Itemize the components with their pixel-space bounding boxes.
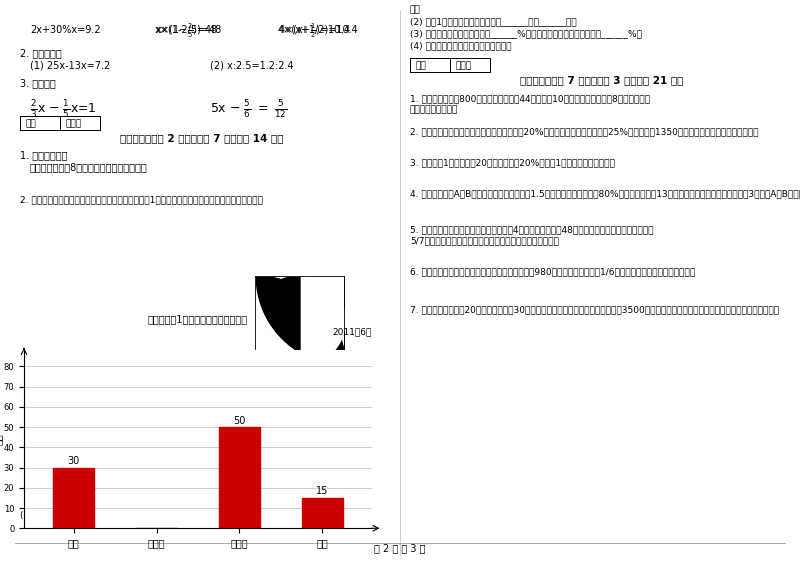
Text: x$\times$(1$-$$\frac{2}{5}$)=48: x$\times$(1$-$$\frac{2}{5}$)=48 xyxy=(155,22,218,40)
Polygon shape xyxy=(254,276,346,366)
Text: (3) 閯红灯的行人数量是汽车的______%，閯红灯的汽车数量是电动车的______%。: (3) 閯红灯的行人数量是汽车的______%，閯红灯的汽车数量是电动车的___… xyxy=(410,29,642,38)
Bar xyxy=(53,468,94,528)
Text: 正方形的边长是8厘米，求阴影部分的面积。: 正方形的边长是8厘米，求阴影部分的面积。 xyxy=(30,162,148,172)
Text: x×(1-2/5)=48: x×(1-2/5)=48 xyxy=(155,25,222,35)
Text: 5x $-$ $\frac{5}{6}$ $=$ $\frac{5}{12}$: 5x $-$ $\frac{5}{6}$ $=$ $\frac{5}{12}$ xyxy=(210,98,287,120)
Text: 4×(x+1/2)=10.4: 4×(x+1/2)=10.4 xyxy=(278,25,358,35)
Text: 1. 衣机厂计划生产800台，平均每天生产44台，生产10天，剩下的任务要抂8天完成，平均: 1. 衣机厂计划生产800台，平均每天生产44台，生产10天，剩下的任务要抂8天… xyxy=(410,94,650,103)
Text: (1) 25x-13x=7.2: (1) 25x-13x=7.2 xyxy=(30,61,110,71)
Polygon shape xyxy=(254,276,346,366)
Text: (2) x:2.5=1.2:2.4: (2) x:2.5=1.2:2.4 xyxy=(210,61,294,71)
Text: 整。: 整。 xyxy=(410,5,421,14)
Text: 3. 六年级（1）班有男生20人，比女生少20%，六（1）班共有学生多少人？: 3. 六年级（1）班有男生20人，比女生少20%，六（1）班共有学生多少人？ xyxy=(410,158,615,167)
Text: $\frac{2}{3}$x $-$ $\frac{1}{5}$x=1: $\frac{2}{3}$x $-$ $\frac{1}{5}$x=1 xyxy=(30,98,97,120)
Text: 4. 甲乙两车分别A、B两地同时相向开出，经过1.5小时，甲车行了全程的80%，乙车超过中点13千米，已知甲车比乙车每小时多行3千米，A、B两地相距多少千米？: 4. 甲乙两车分别A、B两地同时相向开出，经过1.5小时，甲车行了全程的80%，… xyxy=(410,189,800,198)
Text: 得分: 得分 xyxy=(415,61,426,70)
Text: (4) 看了上面的统计图，你有什么想法？: (4) 看了上面的统计图，你有什么想法？ xyxy=(410,41,511,50)
Text: 六、应用题（共 7 小题，每题 3 分，共计 21 分）: 六、应用题（共 7 小题，每题 3 分，共计 21 分） xyxy=(520,75,683,85)
Text: 评卷人: 评卷人 xyxy=(456,61,472,70)
Text: 6. 甲乙两个商场出售洗衣机，一月份甲商场共售出980台，比乙商场多售出1/6，甲商场比乙商场多售出多少台？: 6. 甲乙两个商场出售洗衣机，一月份甲商场共售出980台，比乙商场多售出1/6，… xyxy=(410,267,695,276)
Text: 五、综合题（共 2 小题，每题 7 分，共计 14 分）: 五、综合题（共 2 小题，每题 7 分，共计 14 分） xyxy=(120,133,283,143)
Polygon shape xyxy=(300,276,345,366)
Text: 5/7，快车和慢车的速度各是多少？甲乙两地相距多少千米？: 5/7，快车和慢车的速度各是多少？甲乙两地相距多少千米？ xyxy=(410,236,559,245)
Text: 2. 求未知数。: 2. 求未知数。 xyxy=(20,48,62,58)
Text: 4$\times$(x$+$$\frac{1}{2}$)=10.4: 4$\times$(x$+$$\frac{1}{2}$)=10.4 xyxy=(278,22,350,40)
Text: 1. 图形与计算。: 1. 图形与计算。 xyxy=(20,150,67,160)
Text: (1) 閯红灯的汽车数量是摩托车的75%，閯红灯的摩托车有______辆，将统计图补充完: (1) 閯红灯的汽车数量是摩托车的75%，閯红灯的摩托车有______辆，将统计… xyxy=(20,510,250,519)
Text: 7. 一项工程，甲需偖20天完成，乙需偖30天完成，现在两人合作，完成后共领工衑3500元，如果按完成工程量分配工资，甲、乙各分得多少元？: 7. 一项工程，甲需偖20天完成，乙需偖30天完成，现在两人合作，完成后共领工衑… xyxy=(410,305,779,314)
Text: (2) 在这1小时内，閯红灯最多的是______，有______辆。: (2) 在这1小时内，閯红灯最多的是______，有______辆。 xyxy=(410,17,577,26)
Text: 50: 50 xyxy=(234,415,246,425)
Text: 每天要生产多少台？: 每天要生产多少台？ xyxy=(410,105,458,114)
Bar xyxy=(218,427,260,528)
Text: 30: 30 xyxy=(67,456,80,466)
Bar xyxy=(302,498,343,528)
Text: 2x+30%x=9.2: 2x+30%x=9.2 xyxy=(30,25,101,35)
Text: 得分: 得分 xyxy=(25,119,36,128)
Y-axis label: 数量: 数量 xyxy=(0,433,2,445)
Bar xyxy=(410,58,450,72)
Bar xyxy=(20,116,100,130)
Bar xyxy=(20,116,60,130)
Text: 3. 解方程。: 3. 解方程。 xyxy=(20,78,56,88)
Polygon shape xyxy=(255,276,300,366)
Text: 15: 15 xyxy=(316,486,329,496)
Text: 2. 芳芳打一份稿件，上午打了这份稿件总字的20%，下午打了这份稿件总字的25%，一共打了1350个字，这份稿件一共有多少个字？: 2. 芳芳打一份稿件，上午打了这份稿件总字的20%，下午打了这份稿件总字的25%… xyxy=(410,127,758,136)
Text: 5. 两列火车从甲、乙两地同时相向开出，4小时后在距甲地点48千米处相遇。已知慢车是快车速度: 5. 两列火车从甲、乙两地同时相向开出，4小时后在距甲地点48千米处相遇。已知慢… xyxy=(410,225,654,234)
Title: 某十字路口1小时内閯红灯情况统计图: 某十字路口1小时内閯红灯情况统计图 xyxy=(148,315,248,324)
Text: 第 2 页 共 3 页: 第 2 页 共 3 页 xyxy=(374,543,426,553)
Text: 2011年6月: 2011年6月 xyxy=(333,327,372,336)
Bar xyxy=(410,58,490,72)
Text: 评卷人: 评卷人 xyxy=(66,119,82,128)
Text: 2. 为了创建「文明城市」，交通部门在某个十字路口1小时内閯红灯的情况，制成了统计图，如图：: 2. 为了创建「文明城市」，交通部门在某个十字路口1小时内閯红灯的情况，制成了统… xyxy=(20,195,263,204)
